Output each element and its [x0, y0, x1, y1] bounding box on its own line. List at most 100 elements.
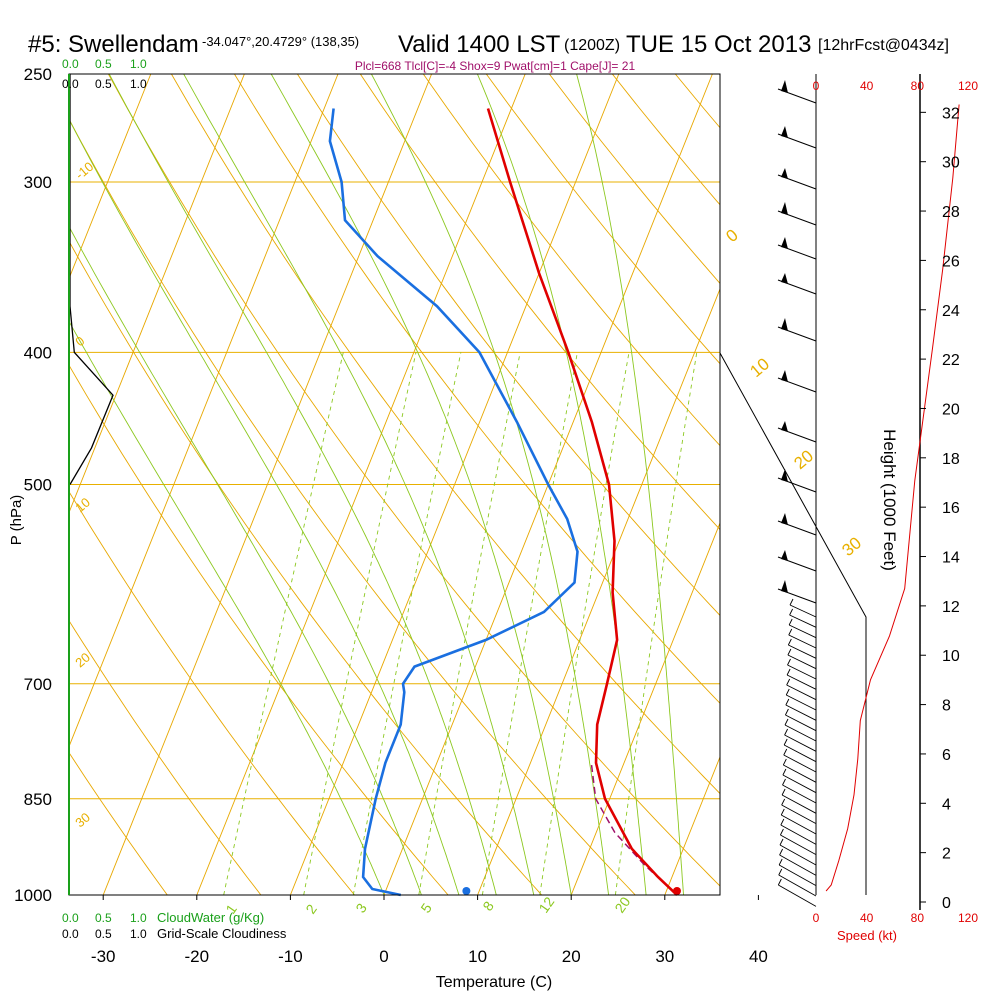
wind-barb-flag: [781, 80, 788, 93]
height-tick-label: 4: [942, 796, 951, 813]
wind-barb-tick: [782, 768, 787, 776]
cloud-axis-tick-label: 0.5: [95, 927, 112, 941]
mixing-ratio-line: [481, 352, 578, 895]
wind-barb-tick: [783, 738, 788, 746]
dry-adiabat-line: [69, 751, 168, 895]
wind-barb: [785, 714, 817, 732]
isotherm-line: [69, 74, 152, 280]
dry-adiabat-line: [69, 490, 355, 895]
isotherm-label: 30: [838, 533, 865, 560]
temperature-tick-label: 40: [749, 947, 768, 966]
wind-barb: [780, 824, 817, 845]
speed-tick-label: 0: [813, 911, 820, 925]
dry-adiabat-line: [69, 118, 636, 895]
height-tick-label: 24: [942, 303, 960, 320]
mixing-ratio-line: [352, 352, 462, 895]
wind-panel: 0040408080120120024681012141618202224262…: [719, 74, 978, 925]
mixing-ratio-label: 5: [417, 900, 435, 916]
cloud-axis-tick-label: 1.0: [130, 77, 147, 91]
wind-barb: [778, 864, 817, 887]
wind-barb-tick: [789, 608, 793, 616]
temperature-tick-label: 0: [379, 947, 388, 966]
isotherm-label: 30: [72, 810, 93, 831]
wind-barb-flag: [781, 550, 788, 561]
surface-temperature-dot: [672, 887, 681, 895]
dry-adiabat-line: [69, 364, 449, 895]
wind-barb-tick: [778, 858, 783, 866]
wind-barb: [788, 624, 817, 639]
height-tick-label: 14: [942, 550, 960, 567]
mixing-ratio-label: 8: [479, 898, 497, 914]
wind-barb-tick: [780, 828, 784, 836]
cloud-axis-tick-label: 1.0: [130, 911, 147, 925]
forecast-label: [12hrFcst@0434z]: [818, 37, 949, 54]
isotherm-line: [570, 521, 720, 895]
valid-date: TUE 15 Oct 2013: [626, 31, 811, 58]
wind-barb-flag: [781, 168, 788, 179]
height-tick-label: 32: [942, 105, 960, 122]
dry-adiabat-line: [738, 74, 1000, 895]
cloud-axis-tick-label: 0.5: [95, 911, 112, 925]
dry-adiabat-line: [108, 74, 720, 887]
wind-barb-tick: [781, 798, 786, 806]
moist-adiabat-line: [183, 74, 535, 895]
temperature-tick-label: -10: [278, 947, 303, 966]
speed-legend: Speed (kt): [837, 928, 897, 943]
wind-barb: [783, 744, 817, 763]
wind-barb: [781, 814, 817, 835]
speed-tick-label: 0: [813, 79, 820, 93]
wind-barb-flag: [781, 421, 788, 432]
wind-barb-tick: [784, 728, 788, 736]
moist-adiabat-line: [69, 320, 385, 895]
wind-barb: [787, 654, 817, 670]
wind-barb-flag: [781, 580, 788, 593]
sounding-traces: [69, 74, 681, 897]
speed-tick-label: 80: [911, 79, 925, 93]
wind-barb-tick: [787, 638, 792, 646]
temperature-tick-label: 10: [468, 947, 487, 966]
pressure-tick-label: 500: [24, 476, 52, 495]
isotherm-label: 20: [790, 446, 817, 473]
wind-barb-tick: [787, 658, 791, 666]
isotherm-line: [69, 74, 245, 514]
wind-barb-tick: [789, 598, 794, 606]
dry-adiabat-line: [69, 240, 543, 895]
cloud-axis-tick-label: 0.0: [62, 77, 79, 91]
mixing-ratio-line: [303, 352, 417, 895]
speed-tick-label: 40: [860, 79, 874, 93]
mixing-ratio-label: 3: [352, 900, 370, 916]
wind-barb: [784, 724, 817, 742]
height-tick-label: 26: [942, 253, 960, 270]
moist-adiabat-line: [69, 225, 422, 895]
station-title: #5: Swellendam: [28, 31, 199, 58]
mixing-ratio-label: 2: [302, 901, 320, 917]
wind-barb: [783, 764, 817, 783]
background-grid: [69, 74, 1000, 895]
wind-barb: [786, 684, 817, 701]
pressure-tick-label: 300: [24, 173, 52, 192]
dry-adiabat-line: [990, 74, 1000, 895]
height-tick-label: 10: [942, 648, 960, 665]
wind-barb: [785, 704, 817, 721]
mixing-ratio-line: [418, 352, 521, 895]
wind-barb: [789, 614, 817, 628]
cloud-axis-tick-label: 0.5: [95, 57, 112, 71]
pressure-tick-label: 250: [24, 65, 52, 84]
wind-barb: [781, 804, 817, 825]
mixing-ratio-label: 12: [535, 894, 557, 916]
wind-barb: [778, 874, 817, 897]
dry-adiabat-line: [485, 74, 720, 365]
wind-barb: [779, 844, 817, 866]
zulu-time: (1200Z): [564, 37, 620, 54]
wind-barb-tick: [781, 788, 786, 796]
wind-barb: [782, 774, 817, 794]
wind-barb-tick: [778, 868, 783, 876]
wind-barb: [781, 794, 817, 814]
valid-time: Valid 1400 LST: [398, 31, 561, 58]
wind-barb-flag: [781, 126, 788, 138]
isotherm-label: 0: [722, 225, 741, 246]
wind-barb-flag: [781, 273, 788, 284]
cloud-axis-tick-label: 1.0: [130, 927, 147, 941]
temperature-trace: [486, 108, 678, 896]
wind-speed-trace: [825, 104, 960, 892]
